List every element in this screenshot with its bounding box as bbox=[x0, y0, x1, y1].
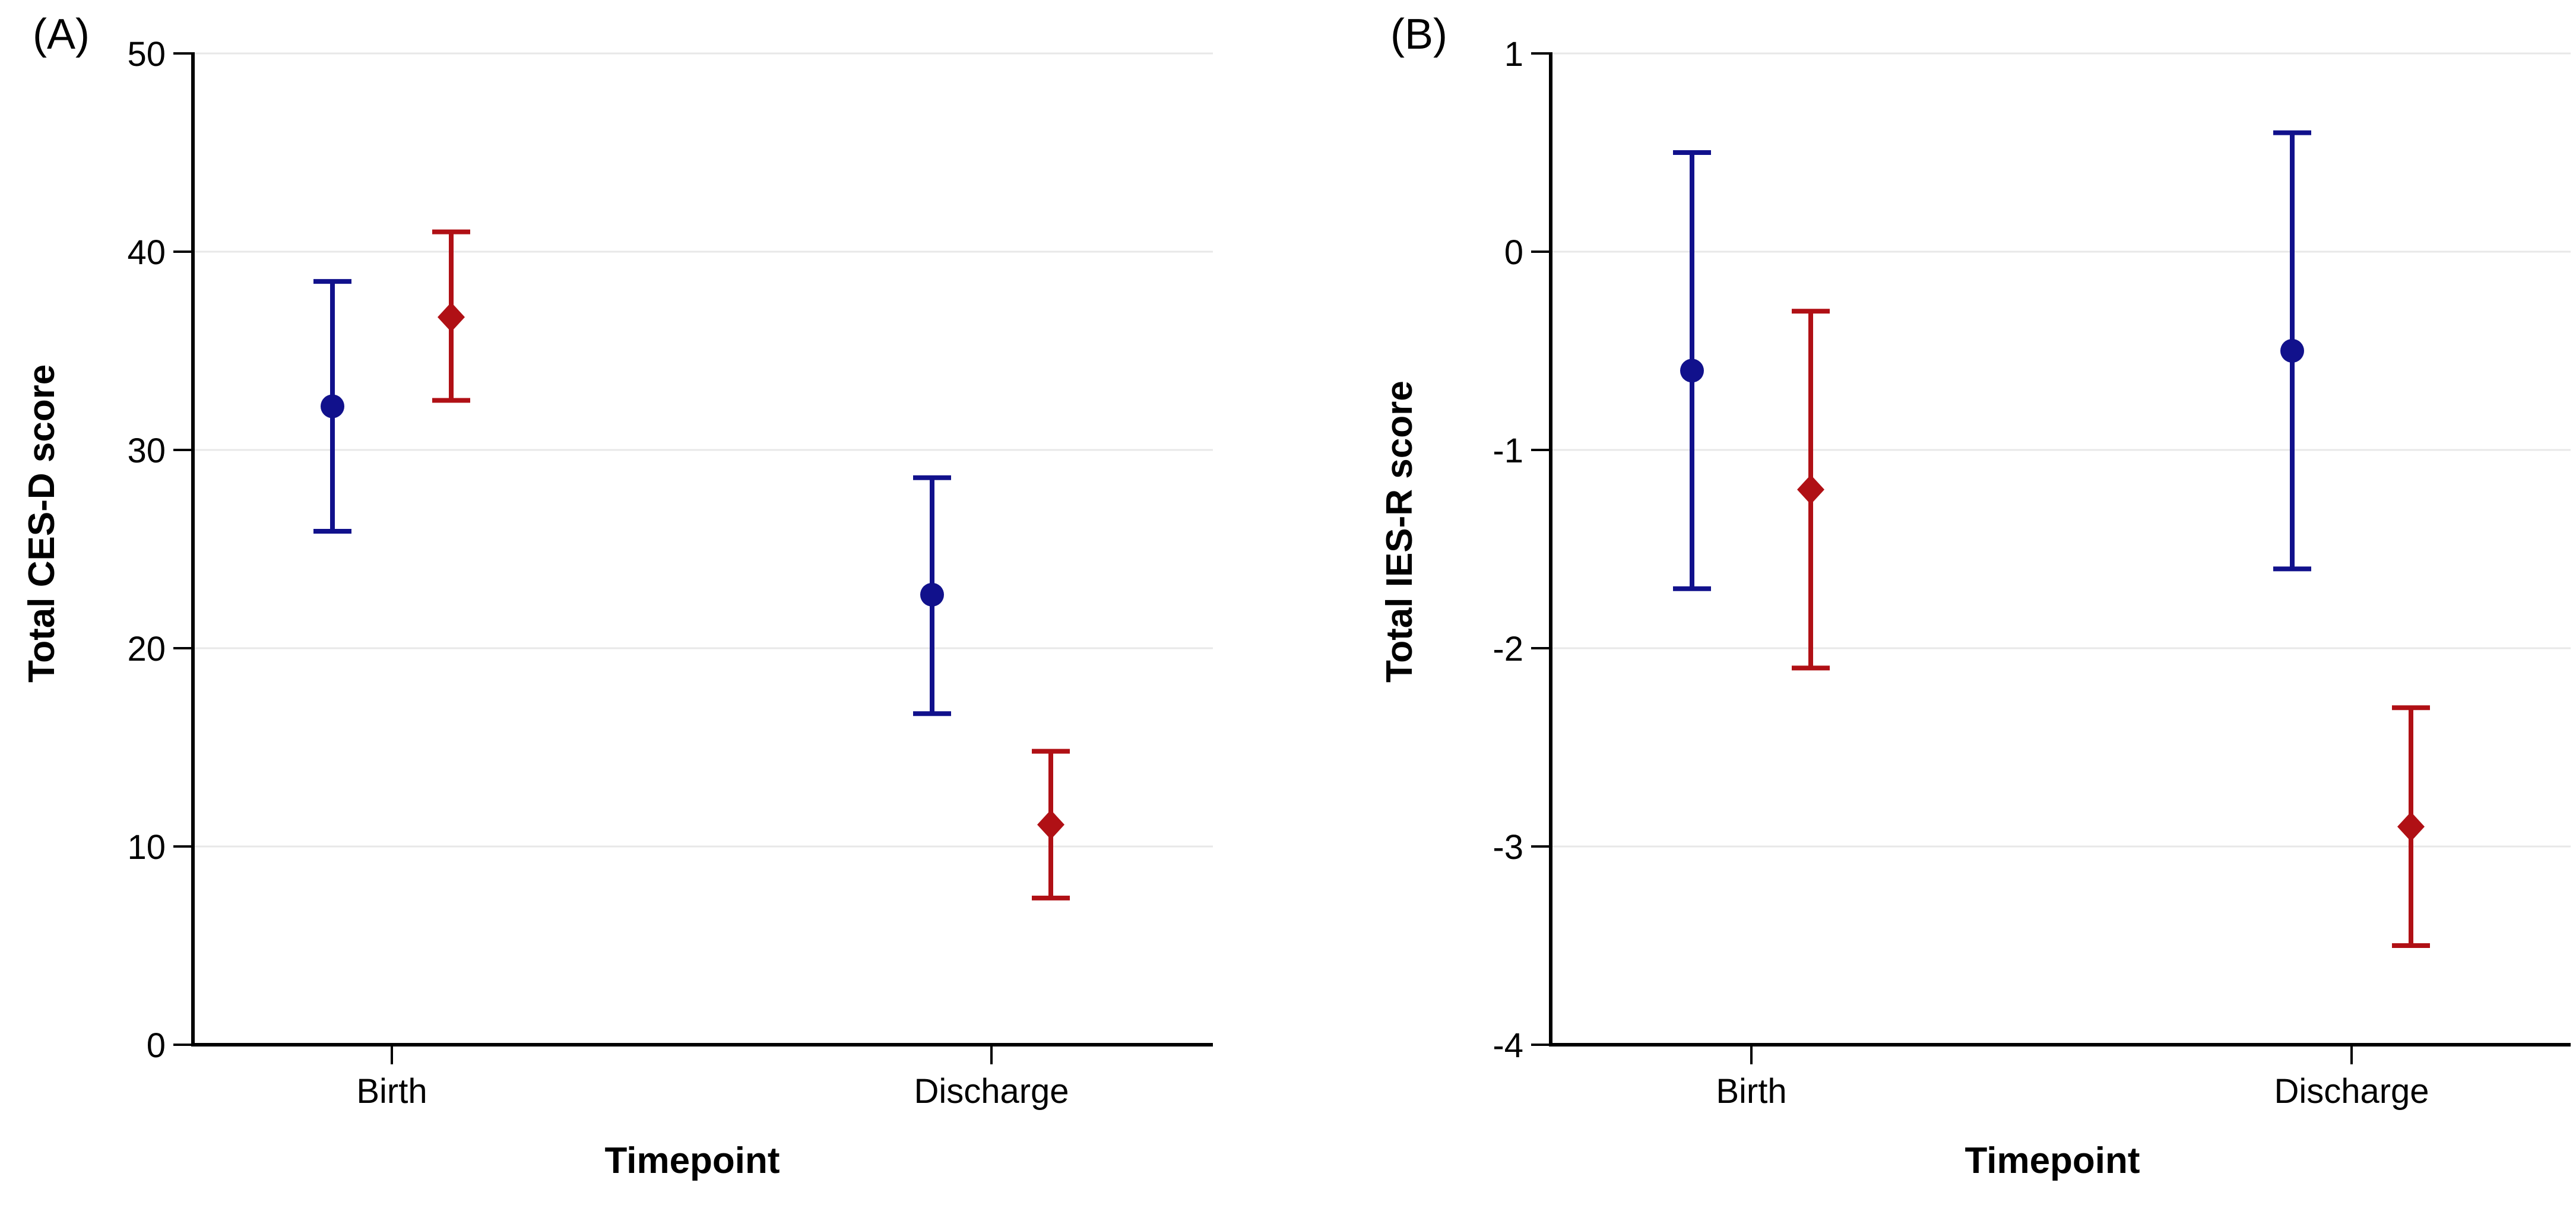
blue-circle-group-marker bbox=[321, 394, 344, 418]
x-tick-label: Discharge bbox=[2274, 1072, 2429, 1111]
red-diamond-group-marker bbox=[2397, 811, 2425, 842]
panel-a-x-axis-title: Timepoint bbox=[604, 1140, 780, 1181]
y-tick-label: -3 bbox=[1493, 828, 1523, 867]
y-tick-label: 1 bbox=[1504, 35, 1523, 74]
panel-b-label: (B) bbox=[1390, 11, 1447, 58]
y-tick-label: -2 bbox=[1493, 630, 1523, 668]
x-tick-label: Discharge bbox=[914, 1072, 1069, 1111]
red-diamond-group-marker bbox=[438, 302, 465, 332]
y-tick-label: 0 bbox=[1504, 233, 1523, 272]
panel-a-label: (A) bbox=[33, 11, 90, 58]
y-tick-label: -4 bbox=[1493, 1026, 1523, 1065]
y-tick-label: 20 bbox=[127, 630, 166, 668]
red-diamond-group-marker bbox=[1797, 474, 1824, 505]
y-tick-label: 0 bbox=[147, 1026, 166, 1065]
y-tick-label: 50 bbox=[127, 35, 166, 74]
y-tick-label: -1 bbox=[1493, 432, 1523, 470]
red-diamond-group-marker bbox=[1037, 810, 1064, 840]
panel-b-x-axis-title: Timepoint bbox=[1965, 1140, 2140, 1181]
blue-circle-group-marker bbox=[1680, 359, 1704, 383]
x-tick-label: Birth bbox=[356, 1072, 427, 1111]
x-tick-label: Birth bbox=[1716, 1072, 1786, 1111]
y-tick-label: 30 bbox=[127, 432, 166, 470]
y-tick-label: 40 bbox=[127, 233, 166, 272]
blue-circle-group-marker bbox=[2280, 339, 2304, 363]
y-tick-label: 10 bbox=[127, 828, 166, 867]
blue-circle-group-marker bbox=[920, 582, 944, 607]
